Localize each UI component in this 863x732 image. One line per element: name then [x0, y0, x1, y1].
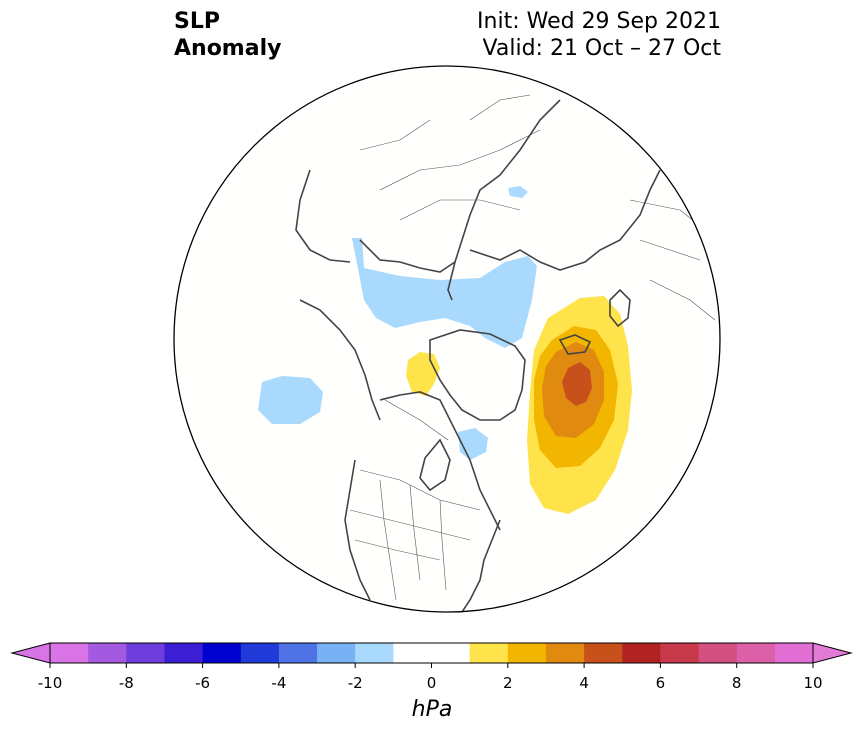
colorbar-box — [202, 643, 242, 663]
colorbar-box — [736, 643, 776, 663]
colorbar-box — [240, 643, 280, 663]
colorbar-box — [126, 643, 165, 663]
coastline-north-america-east — [461, 519, 501, 612]
anomaly-layer — [258, 186, 632, 514]
colorbar-box — [774, 643, 814, 663]
map-frame — [173, 65, 721, 613]
coastline-asia-arctic — [469, 169, 661, 271]
colorbar-box — [355, 643, 394, 663]
colorbar-box — [164, 643, 204, 663]
title-line-2: Anomaly — [174, 36, 282, 61]
init-date: Init: Wed 29 Sep 2021 — [477, 9, 721, 34]
colorbar-box — [393, 643, 432, 663]
colorbar-tick-label: 8 — [732, 674, 742, 692]
coastline-hudson-bay — [419, 438, 451, 492]
coastline-scandinavia — [295, 169, 351, 263]
valid-range: Valid: 21 Oct – 27 Oct — [482, 36, 721, 61]
colorbar-box — [622, 643, 661, 663]
colorbar-box — [469, 643, 509, 663]
coastline-alaska — [299, 299, 381, 421]
colorbar-tick-label: 6 — [656, 674, 666, 692]
colorbar-tick-label: 10 — [803, 674, 822, 692]
colorbar-box — [698, 643, 738, 663]
colorbar-box — [584, 643, 623, 663]
coastline-russia-arctic — [359, 239, 456, 273]
colorbar-tick-label: 0 — [427, 674, 437, 692]
colorbar-tick-label: 4 — [579, 674, 589, 692]
title-line-1: SLP — [174, 9, 220, 34]
colorbar-ticks: -10 -8 -6 -4 -2 0 2 4 6 8 10 — [38, 663, 823, 692]
colorbar-box — [88, 643, 127, 663]
forecast-dates: Init: Wed 29 Sep 2021 Valid: 21 Oct – 27… — [477, 8, 721, 62]
colorbar-extend-high — [812, 642, 853, 664]
colorbar-box — [507, 643, 547, 663]
colorbar-tick-label: -10 — [38, 674, 63, 692]
colorbar-tick-label: 2 — [503, 674, 513, 692]
anomaly-north-pacific-low — [258, 376, 323, 424]
border-lines-asia — [359, 94, 541, 221]
anomaly-siberia-small-low — [508, 186, 528, 198]
colorbar-unit-label: hPa — [412, 697, 453, 722]
coastline-north-america-west — [344, 459, 371, 601]
anomaly-atlantic-high-4 — [562, 362, 592, 406]
coastline-uk — [609, 288, 631, 328]
colorbar-boxes — [50, 643, 814, 663]
colorbar-box — [431, 643, 471, 663]
colorbar-tick-label: -6 — [195, 674, 210, 692]
colorbar-box — [660, 643, 700, 663]
border-lines-north-america — [349, 399, 481, 601]
colorbar-box — [50, 643, 89, 663]
colorbar-extend-low — [10, 642, 51, 664]
colorbar-box — [317, 643, 356, 663]
colorbar-tick-label: -8 — [119, 674, 134, 692]
anomaly-siberia-low-band — [352, 238, 537, 348]
colorbar-box — [278, 643, 318, 663]
coastline-canada-arctic — [379, 391, 501, 531]
coastline-layer — [295, 99, 661, 612]
border-layer — [349, 94, 716, 601]
coastline-greenland — [429, 329, 526, 421]
colorbar-box — [545, 643, 585, 663]
map-title: SLP Anomaly — [174, 8, 281, 62]
colorbar-tick-label: -2 — [348, 674, 363, 692]
colorbar-tick-label: -4 — [271, 674, 286, 692]
coastline-iceland — [558, 334, 592, 355]
